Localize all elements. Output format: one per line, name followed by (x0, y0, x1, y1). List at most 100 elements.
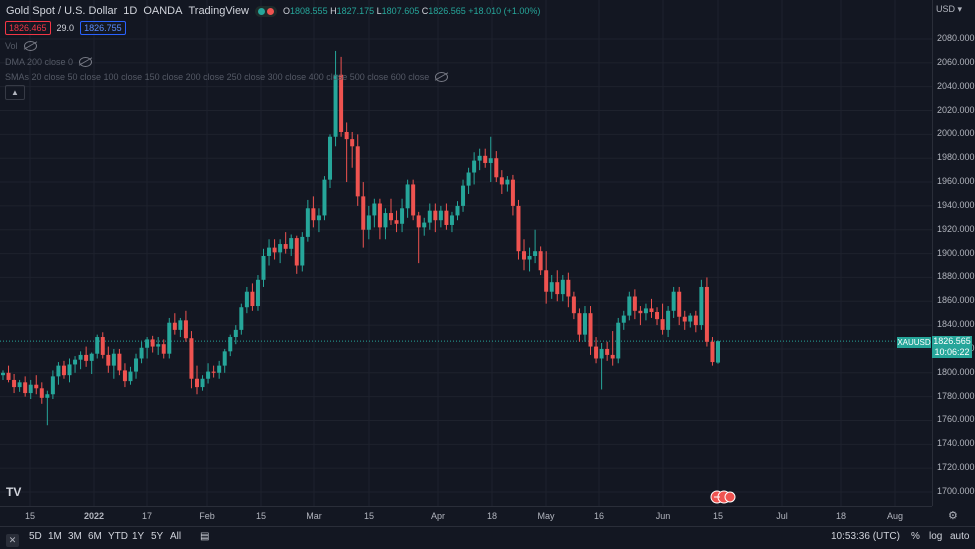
chart-area[interactable]: Gold Spot / U.S. Dollar 1D OANDA Trading… (0, 0, 932, 506)
candle[interactable] (150, 335, 155, 353)
candle[interactable] (328, 134, 333, 189)
candle[interactable] (361, 182, 366, 248)
candle[interactable] (89, 352, 94, 374)
range-button-6m[interactable]: 6M (88, 531, 102, 542)
candle[interactable] (455, 201, 460, 221)
candle[interactable] (444, 203, 449, 230)
candle[interactable] (61, 360, 66, 379)
close-icon[interactable]: ✕ (6, 534, 19, 547)
collapse-indicators-button[interactable]: ▲ (5, 85, 25, 100)
hide-eye-icon[interactable] (23, 41, 37, 51)
range-button-1y[interactable]: 1Y (132, 531, 145, 542)
candle[interactable] (194, 365, 199, 395)
candle[interactable] (582, 306, 587, 342)
indicator-smas[interactable]: SMAs 20 close 50 close 100 close 150 clo… (5, 72, 449, 82)
candle[interactable] (621, 310, 626, 330)
candle[interactable] (477, 148, 482, 171)
candle[interactable] (411, 179, 416, 221)
candle[interactable] (400, 198, 405, 233)
candle[interactable] (627, 291, 632, 321)
candle[interactable] (461, 179, 466, 212)
candle[interactable] (278, 239, 283, 264)
candle[interactable] (522, 239, 527, 271)
candle[interactable] (383, 208, 388, 240)
candle[interactable] (250, 283, 255, 311)
candle[interactable] (483, 148, 488, 168)
candle[interactable] (588, 306, 593, 355)
candle[interactable] (17, 379, 22, 392)
candle[interactable] (283, 232, 288, 254)
candle[interactable] (671, 286, 676, 318)
candle[interactable] (499, 170, 504, 194)
chart-settings-gear-icon[interactable]: ⚙ (948, 510, 958, 522)
candle[interactable] (560, 275, 565, 302)
candle[interactable] (533, 229, 538, 264)
candle[interactable] (267, 239, 272, 266)
candle[interactable] (632, 289, 637, 320)
candle[interactable] (122, 363, 127, 388)
interval-label[interactable]: 1D (123, 5, 138, 17)
candle[interactable] (605, 341, 610, 361)
range-button-ytd[interactable]: YTD (108, 531, 128, 542)
candle[interactable] (311, 196, 316, 228)
candle[interactable] (161, 339, 166, 359)
candle[interactable] (139, 341, 144, 364)
candle[interactable] (339, 56, 344, 137)
candle[interactable] (178, 317, 183, 338)
candle[interactable] (510, 174, 515, 216)
candle[interactable] (316, 208, 321, 233)
candle[interactable] (699, 279, 704, 330)
candle[interactable] (427, 203, 432, 230)
candle[interactable] (95, 334, 100, 359)
candle[interactable] (106, 346, 111, 373)
candle[interactable] (117, 348, 122, 376)
candle[interactable] (100, 332, 105, 359)
hide-eye-icon[interactable] (435, 72, 449, 82)
candle[interactable] (111, 348, 116, 379)
candle[interactable] (322, 176, 327, 221)
candle[interactable] (416, 211, 421, 264)
candle[interactable] (67, 358, 72, 383)
candle[interactable] (183, 310, 188, 342)
candle[interactable] (394, 210, 399, 233)
candle[interactable] (145, 337, 150, 359)
candle[interactable] (466, 167, 471, 194)
candle[interactable] (693, 310, 698, 333)
candle[interactable] (716, 340, 720, 364)
time-scale[interactable]: 15 2022 17 Feb 15 Mar 15 Apr 18 May 16 Jun 15 Jul 18 Au… (0, 506, 932, 527)
candle[interactable] (289, 234, 294, 256)
candle[interactable] (571, 291, 576, 320)
candle[interactable] (78, 351, 83, 370)
clock-time[interactable]: 10:53:36 (UTC) (831, 531, 900, 542)
candle[interactable] (34, 375, 39, 395)
candle[interactable] (566, 272, 571, 308)
range-button-5y[interactable]: 5Y (151, 531, 164, 542)
candle[interactable] (222, 348, 227, 373)
candle[interactable] (39, 382, 44, 404)
candle[interactable] (488, 136, 493, 183)
candle[interactable] (294, 235, 299, 274)
candle[interactable] (544, 251, 549, 304)
date-range-calendar-icon[interactable]: ▤ (200, 531, 210, 542)
candle[interactable] (433, 203, 438, 233)
range-button-1m[interactable]: 1M (48, 531, 62, 542)
candle[interactable] (45, 390, 50, 426)
candle[interactable] (527, 247, 532, 272)
candle[interactable] (172, 313, 177, 335)
candle[interactable] (56, 362, 61, 385)
candle[interactable] (599, 342, 604, 390)
candle[interactable] (666, 306, 671, 338)
candle[interactable] (305, 199, 310, 242)
candle[interactable] (366, 205, 371, 240)
candle[interactable] (84, 346, 89, 367)
candlestick-chart[interactable] (0, 0, 932, 506)
price-scale[interactable]: 2080.000 2060.000 2040.000 2020.000 2000.000… (932, 0, 975, 506)
candle[interactable] (704, 277, 709, 347)
candle[interactable] (50, 370, 55, 400)
candle[interactable] (233, 325, 238, 345)
sell-button[interactable]: 1826.465 (5, 21, 51, 35)
candle[interactable] (261, 248, 266, 287)
candle[interactable] (655, 307, 660, 326)
candle[interactable] (217, 360, 222, 379)
candle[interactable] (638, 306, 643, 326)
